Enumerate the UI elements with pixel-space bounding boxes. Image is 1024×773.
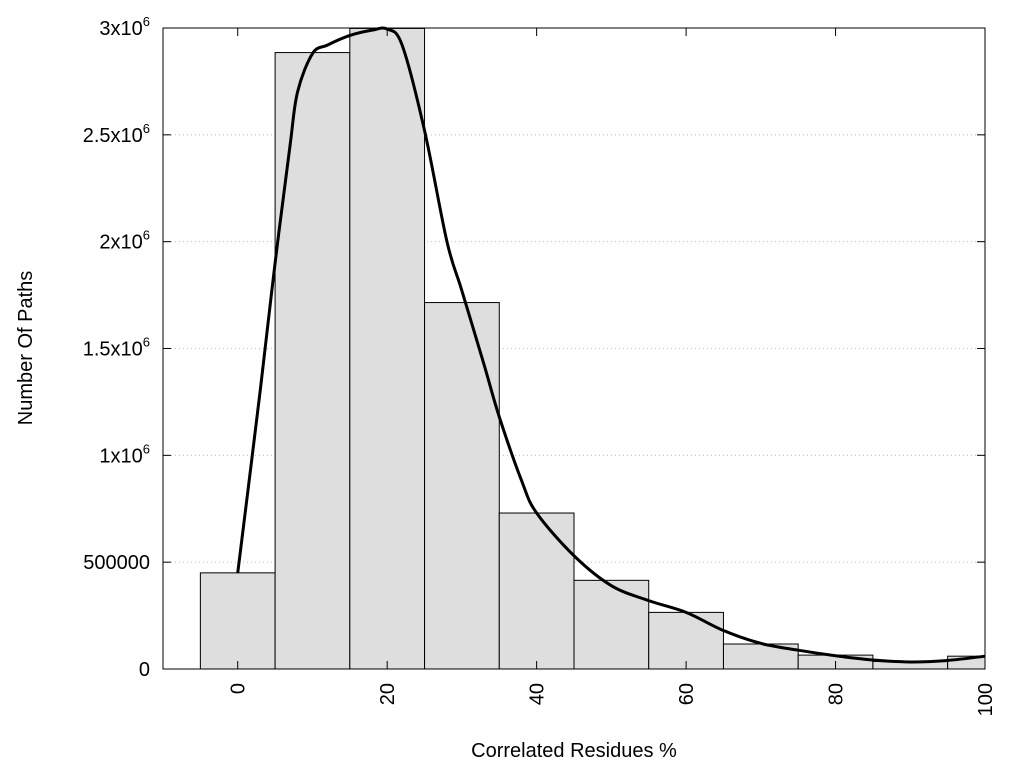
y-tick-label: 1.5x106 [83,335,150,361]
y-tick-label: 500000 [83,552,150,574]
x-axis-ticks: 0 20 40 60 80 100 [228,28,997,716]
x-tick-label: 40 [527,683,549,705]
bars [199,27,986,670]
x-tick-label: 60 [676,683,698,705]
x-tick-label: 0 [228,683,250,694]
bar [573,579,650,670]
y-tick-label: 3x106 [99,14,150,40]
x-tick-label: 100 [975,683,997,716]
y-axis-label: Number Of Paths [15,271,37,426]
density-curve [236,26,986,664]
y-tick-label: 0 [139,659,150,681]
bar [424,302,500,670]
curve-line [236,26,986,664]
bar [274,52,351,670]
bar [648,611,724,670]
x-tick-label: 20 [377,683,399,705]
bar [498,512,575,670]
y-tick-label: 2x106 [99,228,150,254]
x-axis-label: Correlated Residues % [471,740,677,762]
bar [199,572,276,670]
y-tick-label: 1x106 [99,441,150,467]
bar [349,27,426,670]
y-axis-ticks: 0 500000 1x106 1.5x106 2x106 2.5x106 3x106 [83,14,985,681]
x-tick-label: 80 [826,683,848,705]
y-tick-label: 2.5x106 [83,121,150,147]
